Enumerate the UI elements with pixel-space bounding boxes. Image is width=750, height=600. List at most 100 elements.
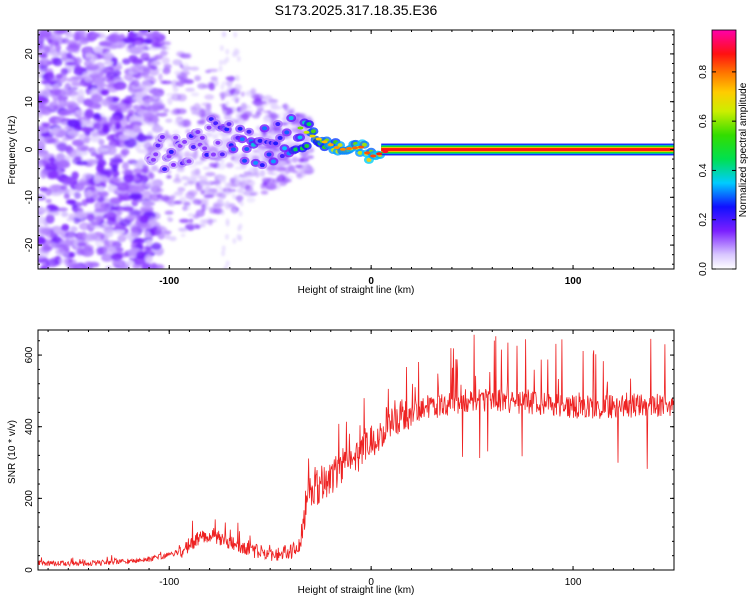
noise-blob: [179, 63, 184, 68]
noise-blob: [131, 199, 139, 207]
noise-blob: [185, 52, 192, 59]
noise-blob: [243, 172, 253, 179]
noise-blob: [57, 109, 72, 116]
noise-blob: [228, 188, 233, 195]
noise-blob: [259, 169, 266, 177]
noise-blob: [234, 74, 239, 81]
noise-blob: [163, 108, 170, 113]
noise-blob: [151, 125, 164, 133]
ridge-hot: [370, 154, 377, 158]
noise-blob: [222, 109, 227, 116]
noise-blob: [182, 205, 188, 211]
noise-blob: [284, 175, 294, 180]
noise-blob: [61, 211, 69, 218]
noise-blob: [161, 57, 170, 65]
noise-blob: [139, 205, 154, 213]
noise-blob: [55, 243, 69, 248]
noise-blob: [124, 125, 135, 130]
ridge-core: [266, 152, 272, 157]
noise-blob: [245, 187, 255, 194]
noise-blob: [52, 105, 63, 110]
noise-blob: [132, 257, 147, 266]
noise-blob: [136, 174, 149, 184]
noise-blob: [224, 183, 229, 190]
colorbar-tick-label: 0.2: [698, 212, 709, 226]
noise-blob: [60, 87, 69, 97]
noise-blob: [66, 52, 73, 59]
noise-blob: [165, 118, 173, 123]
noise-blob: [87, 261, 100, 268]
noise-blob: [156, 112, 168, 117]
noise-blob: [39, 187, 49, 192]
noise-blob: [189, 218, 194, 224]
noise-blob: [131, 264, 145, 269]
noise-blob: [68, 251, 76, 258]
noise-blob: [91, 189, 100, 200]
noise-blob: [120, 107, 129, 114]
noise-blob: [142, 95, 154, 104]
noise-blob: [213, 179, 220, 186]
ridge-core: [159, 134, 165, 139]
noise-blob: [133, 167, 144, 174]
noise-blob: [45, 68, 54, 78]
noise-blob: [109, 115, 121, 125]
noise-blob: [123, 73, 135, 81]
ridge-core: [206, 125, 212, 130]
noise-blob: [239, 108, 244, 115]
noise-blob: [71, 171, 79, 180]
x-tick-label: 100: [565, 577, 582, 588]
colorbar: 0.0 0.2 0.4 0.6 0.8 Normalized spectral ampl…: [698, 29, 749, 276]
noise-blob: [93, 46, 103, 54]
noise-blob: [103, 60, 114, 66]
noise-blob: [195, 209, 205, 217]
ridge-core: [288, 116, 294, 121]
ridge-core: [306, 122, 312, 127]
noise-blob: [262, 110, 272, 114]
noise-blob: [220, 209, 225, 216]
noise-blob: [219, 45, 224, 52]
noise-blob: [38, 151, 50, 158]
noise-blob: [120, 148, 130, 156]
noise-blob: [127, 214, 138, 220]
noise-blob: [58, 100, 66, 107]
noise-blob: [38, 236, 46, 245]
noise-blob: [236, 55, 241, 62]
noise-blob: [221, 250, 226, 257]
noise-blob: [38, 224, 45, 232]
noise-blob: [195, 181, 200, 187]
ridge-hot: [345, 147, 352, 151]
noise-blob: [197, 83, 207, 90]
ridge-core: [262, 126, 268, 131]
noise-blob: [76, 150, 89, 156]
noise-blob: [74, 30, 87, 39]
noise-blob: [111, 164, 118, 173]
ridge-core: [170, 162, 176, 167]
noise-blob: [168, 236, 177, 242]
ridge-core: [219, 152, 225, 157]
noise-blob: [177, 187, 186, 192]
noise-blob: [81, 126, 95, 133]
noise-blob: [66, 101, 78, 111]
noise-blob: [97, 190, 110, 197]
noise-blob: [207, 68, 219, 73]
noise-blob: [109, 197, 123, 205]
noise-blob: [65, 44, 80, 53]
noise-blob: [221, 245, 226, 252]
noise-blob: [106, 145, 117, 156]
noise-blob: [160, 50, 169, 56]
noise-blob: [118, 134, 130, 141]
noise-blob: [204, 94, 215, 100]
noise-blob: [254, 171, 260, 178]
noise-blob: [150, 242, 162, 251]
y-tick-label: 200: [24, 490, 35, 507]
noise-blob: [207, 218, 213, 226]
noise-blob: [249, 192, 257, 196]
noise-blob: [42, 160, 50, 168]
noise-blob: [174, 173, 180, 181]
noise-blob: [252, 149, 261, 154]
noise-blob: [60, 158, 69, 166]
ridge-core: [279, 154, 285, 159]
noise-blob: [43, 45, 50, 54]
y-tick-label: 400: [24, 418, 35, 435]
